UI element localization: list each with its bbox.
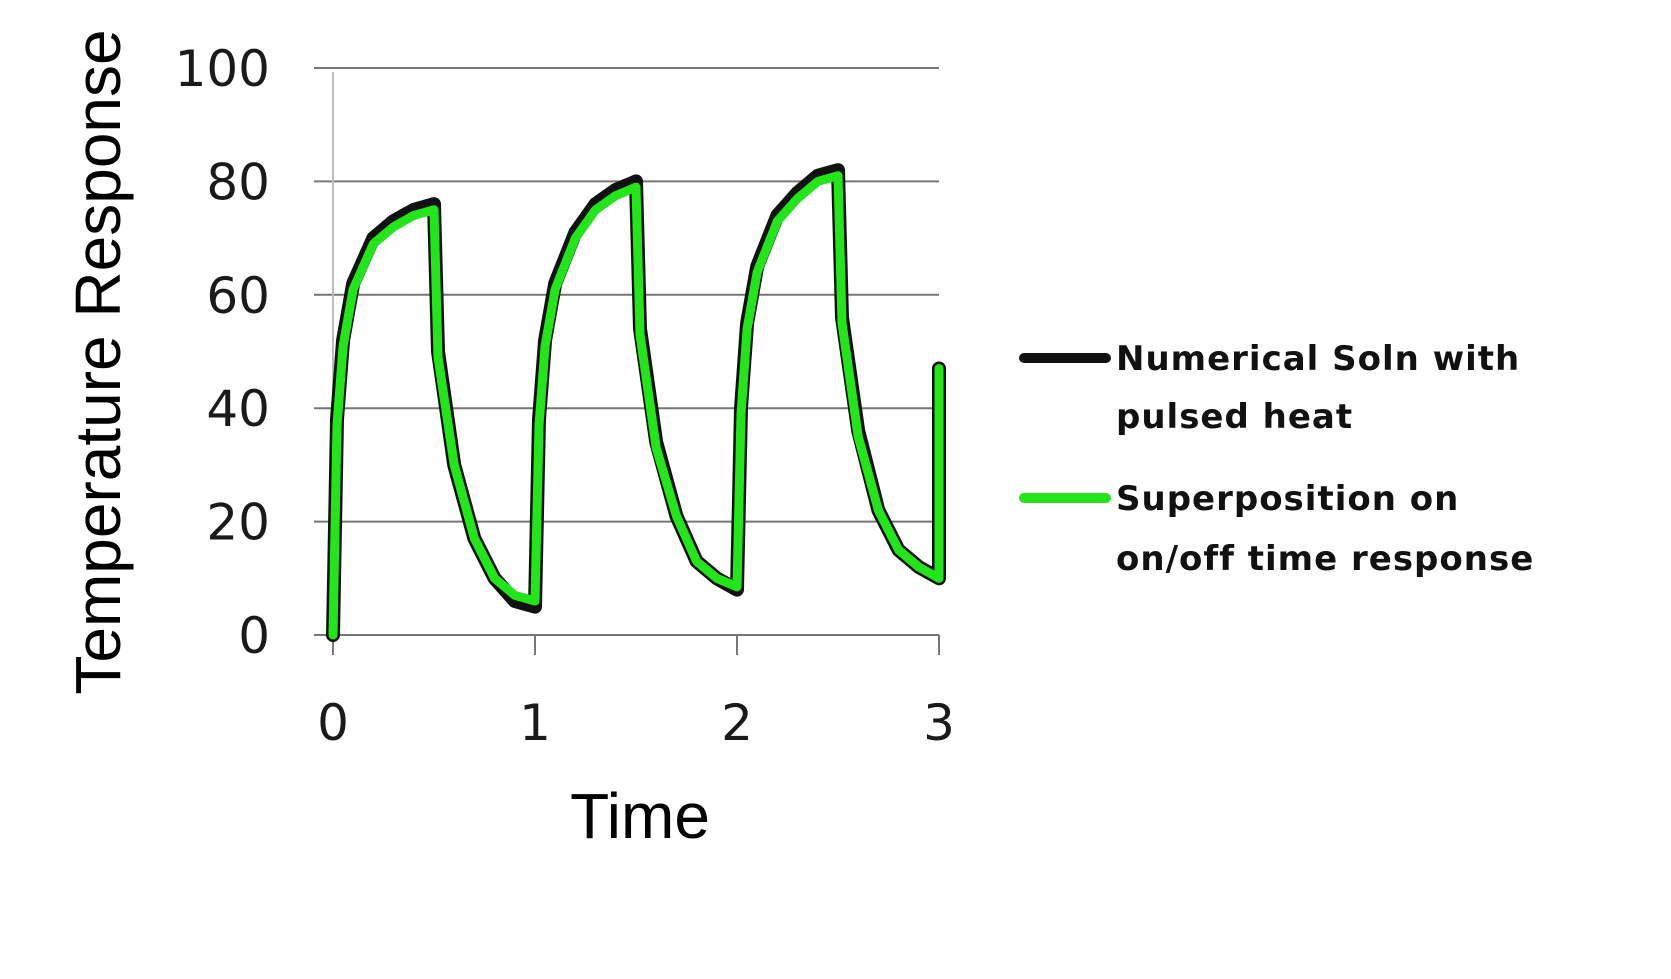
- y-tick-labels: 0 20 40 60 80 100: [175, 40, 270, 665]
- series-line-1: [328, 171, 944, 640]
- legend-label-numerical-1: Numerical Soln with: [1116, 339, 1520, 379]
- y-tick-label: 100: [175, 40, 270, 98]
- x-tick-labels: 0 1 2 3: [317, 635, 955, 752]
- y-axis-title: Temperature Response: [62, 29, 134, 694]
- legend-label-numerical-2: pulsed heat: [1116, 397, 1353, 437]
- legend-label-superposition-2: on/off time response: [1116, 539, 1534, 579]
- x-tick-label: 3: [923, 694, 955, 752]
- y-tick-label: 0: [238, 607, 270, 665]
- x-axis-title: Time: [570, 780, 710, 852]
- y-tick-label: 40: [206, 380, 270, 438]
- x-tick-label: 2: [721, 694, 753, 752]
- series-lines: [326, 163, 946, 642]
- y-tick-label: 60: [206, 267, 270, 325]
- x-tick-label: 1: [519, 694, 551, 752]
- x-tick-label: 0: [317, 694, 349, 752]
- y-tick-label: 80: [206, 153, 270, 211]
- legend: Numerical Soln with pulsed heat Superpos…: [1019, 339, 1534, 579]
- legend-label-superposition-1: Superposition on: [1116, 479, 1459, 519]
- y-tick-label: 20: [206, 494, 270, 552]
